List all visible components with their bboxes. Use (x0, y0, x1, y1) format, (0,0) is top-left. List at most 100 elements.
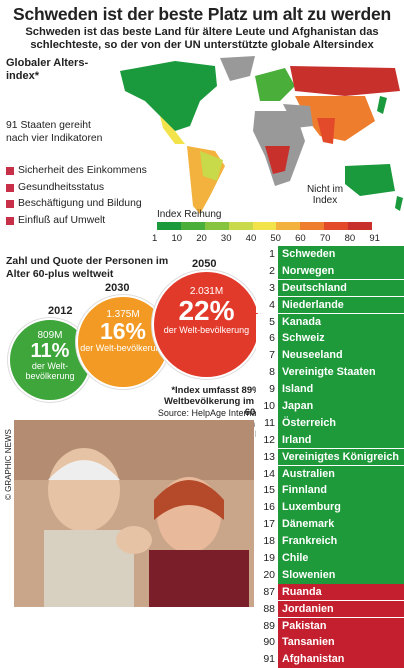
indicator-item: Gesundheitsstatus (6, 182, 156, 195)
rank-number: 18 (256, 533, 278, 550)
rank-number: 7 (256, 347, 278, 364)
legend-tick: 40 (245, 233, 257, 244)
map-greenland (220, 56, 255, 81)
ranking-row: 3 Deutschland (256, 279, 404, 297)
indicator-list: Sicherheit des Einkommens Gesundheitssta… (6, 165, 156, 231)
indicator-item: Einfluß auf Umwelt (6, 215, 156, 228)
ranking-row: 4 Niederlande (256, 296, 404, 314)
ranking-row: 11 Österreich (256, 414, 404, 432)
country-name: Ruanda (278, 583, 404, 601)
country-name: Österreich (278, 414, 404, 432)
country-name: Norwegen (278, 262, 404, 280)
ranking-row: 9 Island (256, 381, 404, 398)
rank-number: 88 (256, 600, 278, 618)
map-africa-ranked (265, 146, 290, 174)
rank-number: 14 (256, 465, 278, 483)
ranking-row: 1 Schweden (256, 246, 404, 263)
rank-number: 4 (256, 296, 278, 314)
legend-swatch (204, 222, 229, 230)
legend-swatch (300, 222, 325, 230)
ranking-row: 6 Schweiz (256, 330, 404, 348)
legend-swatch (324, 222, 349, 230)
rank-number: 16 (256, 499, 278, 516)
map-australia (345, 164, 395, 196)
ranking-row: 89 Pakistan (256, 617, 404, 635)
rank-number: 20 (256, 566, 278, 584)
rank-number: 9 (256, 381, 278, 398)
circle-year-2012: 2012 (48, 305, 73, 317)
legend-swatch (228, 222, 253, 230)
ranking-row: 17 Dänemark (256, 516, 404, 533)
headline: Schweden ist der beste Platz um alt zu w… (12, 4, 392, 24)
ranking-row: 20 Slowenien (256, 566, 404, 584)
bullet-square-icon (6, 167, 14, 175)
country-name: Frankreich (278, 533, 404, 550)
map-label: Globaler Alters-index* (6, 57, 89, 82)
bullet-square-icon (6, 216, 14, 225)
photo-elderly-couple-dancing (14, 420, 254, 607)
country-name: Island (278, 381, 404, 398)
country-name: Chile (278, 550, 404, 567)
country-name: Schweiz (278, 330, 404, 348)
ranking-row: 14 Australien (256, 465, 404, 483)
rank-number: 3 (256, 279, 278, 297)
country-name: Finnland (278, 482, 404, 500)
rank-number: 10 (256, 398, 278, 415)
legend-tick: 60 (295, 233, 306, 244)
rank-number: 89 (256, 617, 278, 635)
rank-number: 8 (256, 364, 278, 381)
legend-title: Index Reihung (157, 209, 222, 220)
intro-text: 91 Staaten gereiht nach vier Indikatoren (6, 120, 103, 144)
rank-number: 19 (256, 550, 278, 567)
map-russia (290, 66, 400, 96)
rank-number: 17 (256, 516, 278, 533)
map-asia (295, 96, 375, 141)
country-name: Neuseeland (278, 347, 404, 364)
rank-number: 11 (256, 414, 278, 432)
rank-number: 5 (256, 313, 278, 331)
ranking-row: 13 Vereinigtes Königreich (256, 448, 404, 466)
rank-number: 91 (256, 651, 278, 668)
rank-number: 15 (256, 482, 278, 500)
legend-swatch (252, 222, 277, 230)
ranking-row: 88 Jordanien (256, 600, 404, 618)
legend-swatch (180, 222, 205, 230)
map-india (317, 118, 335, 144)
legend-ticks: 1 10 20 30 40 50 60 70 80 91 (152, 233, 380, 244)
country-name: Pakistan (278, 617, 404, 635)
ranking-row: 18 Frankreich (256, 533, 404, 550)
circle-year-2030: 2030 (105, 282, 130, 294)
graphic-credit: © GRAPHIC NEWS (4, 429, 13, 500)
country-name: Niederlande (278, 296, 404, 314)
ranking-row: 5 Kanada (256, 313, 404, 331)
ranking-row: 2 Norwegen (256, 262, 404, 280)
country-name: Irland (278, 431, 404, 449)
ranking-row: 91 Afghanistan (256, 651, 404, 668)
ranking-row: 19 Chile (256, 550, 404, 567)
country-name: Japan (278, 398, 404, 415)
circle-year-2050: 2050 (192, 258, 217, 270)
rank-number: 87 (256, 583, 278, 601)
legend-tick: 20 (196, 233, 207, 244)
ranking-row: 7 Neuseeland (256, 347, 404, 364)
country-name: Vereinigte Staaten (278, 364, 404, 381)
ranking-row: 10 Japan (256, 398, 404, 415)
legend-tick: 80 (344, 233, 356, 244)
rank-number: 12 (256, 431, 278, 449)
indicator-item: Sicherheit des Einkommens (6, 165, 156, 178)
map-middle-east (283, 104, 313, 128)
country-name: Schweden (278, 246, 404, 263)
map-europe (255, 68, 295, 101)
map-new-zealand (395, 196, 403, 211)
subheadline: Schweden ist das beste Land für ältere L… (25, 26, 379, 51)
world-map (120, 56, 403, 214)
bullet-square-icon (6, 183, 14, 192)
no-index-label: Nicht im Index (306, 184, 344, 206)
legend-swatch (276, 222, 301, 230)
legend-tick: 30 (220, 233, 232, 244)
country-name: Slowenien (278, 566, 404, 584)
legend-tick: 50 (270, 233, 281, 244)
country-name: Australien (278, 465, 404, 483)
population-circle-2050: 2.031M 22% der Welt-bevölkerung (152, 270, 261, 379)
country-name: Dänemark (278, 516, 404, 533)
